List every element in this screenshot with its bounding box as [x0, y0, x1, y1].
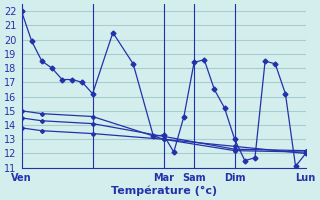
X-axis label: Température (°c): Température (°c) — [110, 185, 217, 196]
